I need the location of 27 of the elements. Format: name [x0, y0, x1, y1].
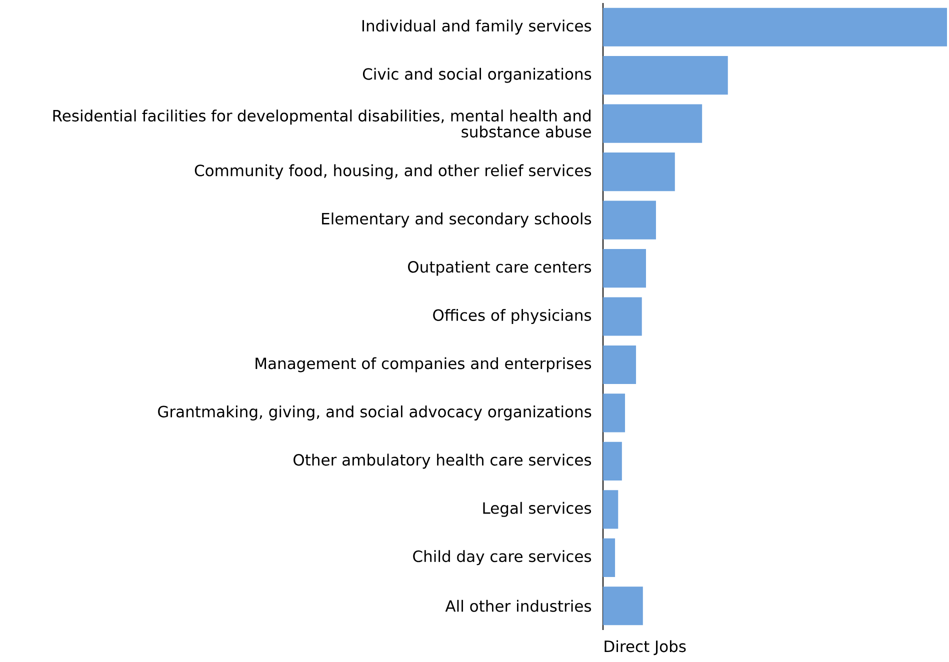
- bar: [603, 104, 702, 143]
- bar: [603, 56, 728, 95]
- bar: [603, 394, 626, 432]
- y-tick-label: Grantmaking, giving, and social advocacy organizations: [158, 405, 592, 420]
- bar: [603, 297, 642, 336]
- y-tick-label: Elementary and secondary schools: [322, 212, 592, 228]
- y-tick-label: Offices of physicians: [433, 309, 592, 324]
- y-tick-label: Individual and family services: [362, 20, 592, 35]
- bar: [603, 442, 622, 480]
- bar: [603, 152, 675, 192]
- bar: [603, 586, 643, 626]
- y-tick-label: Civic and social organizations: [362, 68, 592, 83]
- y-tick-label: All other industries: [445, 600, 592, 612]
- y-tick-label: Community food, housing, and other relief services: [194, 164, 592, 180]
- y-tick-label: Outpatient care centers: [408, 260, 592, 276]
- bar: [603, 345, 636, 384]
- bar: [603, 8, 948, 46]
- bar: [603, 538, 616, 577]
- x-axis-title: Direct Jobs: [604, 640, 686, 656]
- bar: [603, 200, 656, 240]
- y-tick-label: Management of companies and enterprises: [256, 357, 592, 372]
- y-tick-label: Child day care services: [413, 550, 592, 566]
- bar: [603, 248, 646, 288]
- y-tick-label: Legal services: [483, 502, 592, 517]
- bar: [603, 490, 618, 529]
- y-tick-label: Residential facilities for developmental disabilities, mental health and substance abuse: [53, 110, 591, 138]
- y-tick-label: Other ambulatory health care services: [294, 454, 592, 469]
